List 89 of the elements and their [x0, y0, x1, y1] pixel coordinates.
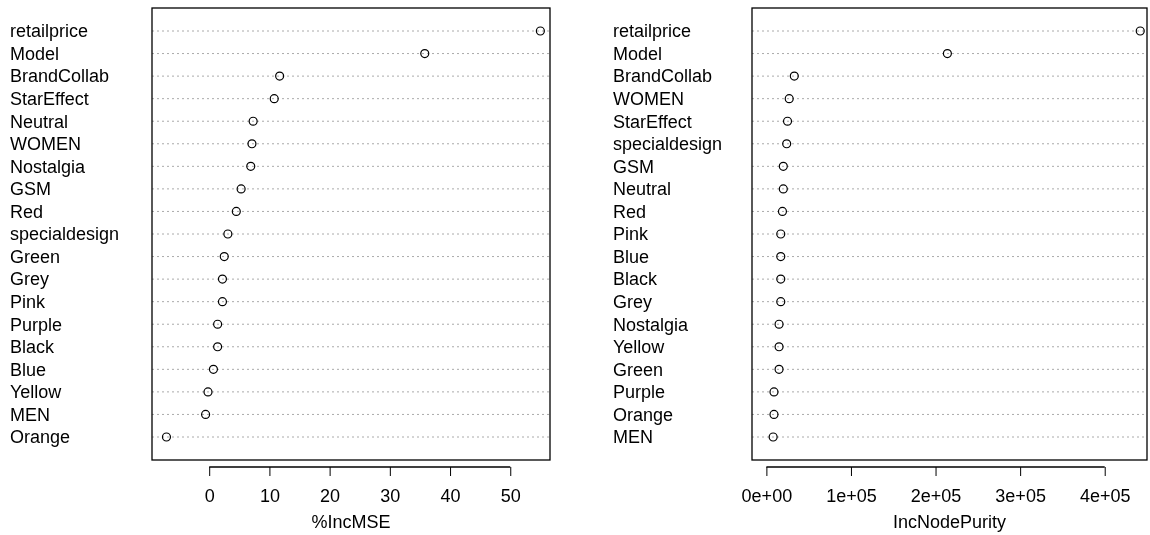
point — [535, 26, 545, 36]
y-tick-label: Orange — [10, 427, 71, 448]
point — [1135, 26, 1145, 36]
y-tick-label: Green — [613, 359, 664, 380]
point — [774, 319, 784, 329]
point — [776, 251, 786, 262]
y-tick-label: Black — [613, 269, 659, 290]
y-tick-label: Black — [10, 337, 56, 358]
point — [208, 364, 219, 374]
point — [768, 432, 778, 442]
point — [420, 48, 430, 59]
point — [777, 206, 788, 217]
y-tick-label: Model — [613, 43, 663, 64]
y-tick-label: BrandCollab — [613, 66, 713, 87]
point — [217, 297, 228, 307]
point — [774, 342, 784, 352]
y-tick-label: Grey — [10, 269, 50, 290]
y-tick-label: Orange — [613, 404, 674, 425]
x-tick-label: 0 — [204, 486, 215, 507]
point — [778, 184, 788, 194]
point — [769, 409, 779, 420]
point — [275, 71, 285, 81]
y-tick-label: Nostalgia — [613, 314, 690, 335]
point — [203, 387, 213, 397]
x-tick-label: 10 — [259, 486, 280, 507]
x-tick-label: 0e+00 — [741, 486, 793, 507]
point — [776, 297, 786, 307]
point — [231, 206, 241, 217]
x-axis-title: %IncMSE — [311, 512, 391, 532]
y-tick-label: Nostalgia — [10, 156, 87, 177]
point — [942, 48, 952, 59]
y-tick-label: specialdesign — [613, 134, 723, 155]
y-tick-label: WOMEN — [10, 134, 81, 155]
y-tick-label: Yellow — [613, 337, 666, 358]
y-tick-label: retailprice — [10, 21, 89, 42]
point — [269, 94, 279, 104]
x-tick-label: 20 — [320, 486, 341, 507]
y-tick-label: GSM — [613, 156, 655, 177]
point — [778, 161, 788, 171]
x-tick-label: 30 — [380, 486, 401, 507]
point — [223, 229, 233, 239]
y-tick-label: Blue — [10, 359, 47, 380]
point — [236, 184, 246, 194]
point — [213, 319, 223, 329]
x-tick-label: 4e+05 — [1079, 486, 1131, 507]
y-tick-label: StarEffect — [613, 111, 692, 132]
x-tick-label: 2e+05 — [910, 486, 962, 507]
point — [247, 139, 257, 149]
y-tick-label: WOMEN — [613, 88, 684, 109]
point — [248, 116, 258, 126]
point — [246, 161, 256, 171]
y-tick-label: Grey — [613, 291, 653, 312]
point — [776, 274, 786, 284]
x-tick-label: 3e+05 — [995, 486, 1046, 507]
y-tick-label: MEN — [613, 427, 653, 448]
point — [782, 116, 793, 126]
y-tick-label: Green — [10, 246, 61, 267]
y-tick-label: GSM — [10, 179, 52, 200]
y-tick-label: Model — [10, 43, 60, 64]
point — [789, 71, 799, 81]
point — [782, 139, 792, 149]
point — [784, 94, 794, 104]
y-tick-label: StarEffect — [10, 88, 89, 109]
point — [769, 387, 779, 397]
point — [217, 274, 228, 284]
x-tick-label: 50 — [500, 486, 521, 507]
y-tick-label: Red — [10, 201, 44, 222]
y-tick-label: MEN — [10, 404, 50, 425]
y-tick-label: Purple — [10, 314, 63, 335]
y-tick-label: Neutral — [613, 179, 672, 200]
point — [774, 364, 784, 374]
y-tick-label: Pink — [613, 224, 650, 245]
y-tick-label: Purple — [613, 382, 666, 403]
y-tick-label: Blue — [613, 246, 650, 267]
y-tick-label: retailprice — [613, 21, 692, 42]
x-tick-label: 1e+05 — [826, 486, 877, 507]
y-tick-label: Neutral — [10, 111, 69, 132]
y-tick-label: Yellow — [10, 382, 63, 403]
y-tick-label: Red — [613, 201, 647, 222]
y-tick-label: specialdesign — [10, 224, 120, 245]
point — [213, 342, 223, 352]
x-axis-title: IncNodePurity — [892, 512, 1007, 532]
point — [219, 251, 229, 262]
y-tick-label: Pink — [10, 291, 47, 312]
point — [161, 432, 172, 442]
x-tick-label: 40 — [440, 486, 461, 507]
point — [776, 229, 786, 239]
point — [201, 409, 211, 420]
y-tick-label: BrandCollab — [10, 66, 110, 87]
